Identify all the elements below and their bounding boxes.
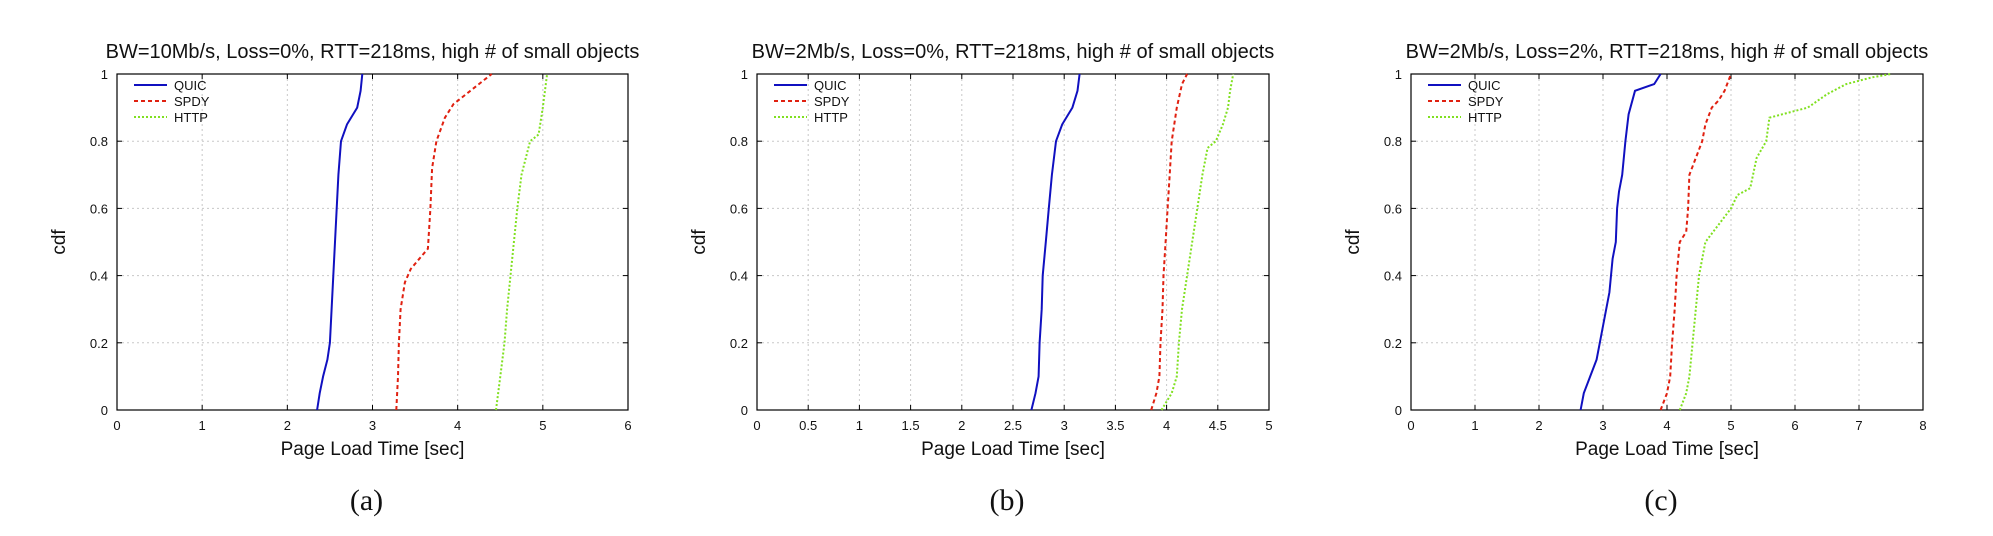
y-tick-label: 0.6	[730, 201, 748, 216]
x-tick-label: 8	[1919, 418, 1926, 433]
y-tick-label: 0.6	[90, 201, 108, 216]
x-tick-label: 2	[958, 418, 965, 433]
legend-label-http: HTTP	[814, 110, 848, 125]
legend-label-spdy: SPDY	[1468, 94, 1504, 109]
x-tick-label: 6	[624, 418, 631, 433]
y-axis-label: cdf	[49, 229, 70, 255]
x-tick-label: 2	[284, 418, 291, 433]
y-tick-label: 0.8	[730, 134, 748, 149]
x-tick-label: 0.5	[799, 418, 817, 433]
panel-a: 0 1 2 3 4 5 6 0 0.2 0.4 0.6 0.8 1 BW=10Mb/s, Loss=0%,…	[49, 41, 639, 517]
x-tick-label: 3	[1061, 418, 1068, 433]
x-tick-label: 3.5	[1106, 418, 1124, 433]
y-tick-label: 0.4	[730, 269, 748, 284]
y-tick-label: 1	[101, 67, 108, 82]
chart-title: BW=2Mb/s, Loss=2%, RTT=218ms, high # of …	[1406, 41, 1929, 63]
x-tick-label: 4	[1163, 418, 1170, 433]
series-line-http	[1160, 73, 1235, 411]
x-tick-label: 5	[1727, 418, 1734, 433]
legend-label-quic: QUIC	[1468, 78, 1501, 93]
series-line-spdy	[1150, 73, 1188, 411]
series-line-quic	[1579, 73, 1662, 411]
y-tick-label: 0	[741, 403, 748, 418]
x-tick-label: 5	[539, 418, 546, 433]
y-axis-label: cdf	[1343, 229, 1364, 255]
x-axis-label: Page Load Time [sec]	[281, 439, 465, 460]
panel-label: (b)	[990, 484, 1025, 517]
panel-c: 0 1 2 3 4 5 6 7 8 0 0.2 0.4 0.6 0.8 1 BW=2Mb/s, Loss=2%…	[1343, 41, 1928, 517]
legend-label-http: HTTP	[174, 110, 208, 125]
legend-label-http: HTTP	[1468, 110, 1502, 125]
y-tick-label: 0.2	[90, 336, 108, 351]
x-tick-label: 2	[1535, 418, 1542, 433]
y-tick-label: 0.4	[1384, 269, 1402, 284]
x-tick-label: 1	[199, 418, 206, 433]
x-axis-label: Page Load Time [sec]	[1575, 439, 1759, 460]
x-tick-label: 1	[856, 418, 863, 433]
x-tick-label: 4.5	[1209, 418, 1227, 433]
x-tick-label: 4	[1663, 418, 1670, 433]
y-tick-label: 0.4	[90, 269, 108, 284]
y-tick-label: 0.8	[1384, 134, 1402, 149]
x-tick-label: 1	[1471, 418, 1478, 433]
x-tick-label: 0	[753, 418, 760, 433]
y-tick-label: 1	[741, 67, 748, 82]
series-line-spdy	[395, 73, 493, 411]
y-tick-label: 0.2	[730, 336, 748, 351]
x-tick-label: 3	[369, 418, 376, 433]
x-tick-label: 3	[1599, 418, 1606, 433]
x-axis-label: Page Load Time [sec]	[921, 439, 1105, 460]
x-tick-label: 4	[454, 418, 461, 433]
y-tick-label: 0	[101, 403, 108, 418]
y-tick-label: 1	[1395, 67, 1402, 82]
chart-title: BW=10Mb/s, Loss=0%, RTT=218ms, high # of…	[106, 41, 640, 63]
x-tick-label: 6	[1791, 418, 1798, 433]
x-tick-label: 5	[1265, 418, 1272, 433]
x-tick-label: 1.5	[902, 418, 920, 433]
x-tick-label: 7	[1855, 418, 1862, 433]
panel-label: (a)	[350, 484, 383, 517]
y-tick-label: 0	[1395, 403, 1402, 418]
series-line-spdy	[1659, 73, 1732, 411]
x-tick-label: 0	[1407, 418, 1414, 433]
series-line-quic	[1030, 73, 1081, 411]
chart-title: BW=2Mb/s, Loss=0%, RTT=218ms, high # of …	[752, 41, 1275, 63]
y-tick-label: 0.8	[90, 134, 108, 149]
legend-label-quic: QUIC	[814, 78, 847, 93]
panel-b: 0 0.5 1 1.5 2 2.5 3 3.5 4 4.5 5 0 0.2 0.4 0.6 0.8 1 BW=2M…	[689, 41, 1274, 517]
legend-label-quic: QUIC	[174, 78, 207, 93]
x-tick-label: 0	[113, 418, 120, 433]
legend-label-spdy: SPDY	[174, 94, 210, 109]
series-line-http	[495, 73, 549, 411]
y-tick-label: 0.6	[1384, 201, 1402, 216]
panel-label: (c)	[1644, 484, 1677, 517]
series-line-quic	[316, 73, 364, 411]
y-tick-label: 0.2	[1384, 336, 1402, 351]
x-tick-label: 2.5	[1004, 418, 1022, 433]
y-axis-label: cdf	[689, 229, 710, 255]
legend-label-spdy: SPDY	[814, 94, 850, 109]
